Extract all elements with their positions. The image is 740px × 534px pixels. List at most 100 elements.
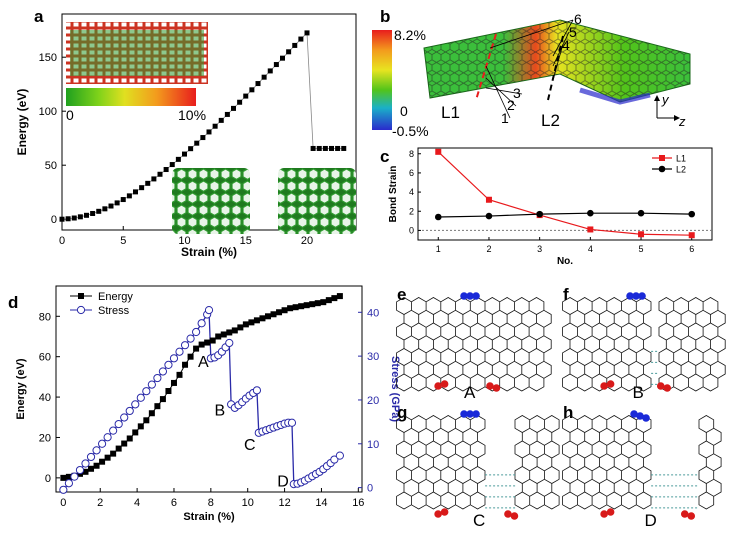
panel-a-data-point	[218, 117, 224, 123]
panel-c-x-tick-label: 5	[639, 244, 644, 254]
panel-d-energy-point	[281, 307, 288, 314]
panel-d-stress-point	[86, 452, 96, 462]
panel-a-data-point	[280, 55, 285, 61]
panel-c-legend-marker	[659, 155, 665, 161]
panel-d-energy-point	[309, 301, 316, 308]
panel-c-y-tick-label: 6	[409, 168, 414, 178]
red-atom-marker	[600, 510, 608, 518]
panel-a-data-point	[163, 167, 169, 173]
panel-a-data-point	[175, 156, 181, 162]
panel-d-stress-point	[330, 455, 339, 464]
red-atom-marker	[440, 508, 449, 516]
panel-d-y-tick-label: 80	[39, 311, 51, 323]
panel-d-stress-point	[125, 406, 134, 416]
panel-a-data-point	[261, 74, 267, 80]
panel-d-state-label: C	[244, 437, 256, 454]
nanotube-inset-left	[172, 168, 250, 234]
panel-b-colorbar-min: -0.5%	[392, 123, 429, 139]
panel-a-data-point	[310, 145, 316, 151]
structure-state-label-b: B	[632, 383, 643, 402]
panel-d-energy-point	[126, 435, 133, 442]
panel-c-point-l2	[587, 209, 594, 217]
panel-d-x-tick-label: 10	[242, 497, 254, 509]
panel-d-y2-tick-label: 10	[367, 439, 379, 451]
panel-d-x-tick-label: 6	[171, 497, 177, 509]
panel-a-colorbar	[66, 88, 196, 106]
panel-a-data-point	[84, 212, 89, 218]
panel-a-data-point	[231, 105, 236, 111]
panel-a-data-point	[102, 206, 108, 212]
panel-c-point-l1	[435, 148, 442, 155]
panel-d-y2-tick-label: 0	[367, 483, 373, 495]
panel-label-f: f	[563, 285, 569, 304]
panel-d-stress-point	[180, 341, 190, 350]
panel-c-x-tick-label: 1	[436, 244, 441, 254]
panel-a-data-point	[120, 197, 126, 203]
panel-d-energy-point	[270, 311, 277, 318]
panel-c-series-line-l1	[437, 151, 692, 236]
blue-atom-marker	[632, 292, 640, 300]
axis-indicator: y z	[654, 92, 686, 129]
panel-d-stress-point	[191, 327, 201, 337]
panel-d-energy-point	[159, 396, 166, 403]
panel-c-x-tick-label: 4	[588, 244, 593, 254]
panel-a-data-point	[273, 62, 279, 68]
panel-d-legend-label-stress: Stress	[98, 305, 130, 317]
red-atom-marker	[434, 382, 442, 390]
panel-a-data-point	[114, 200, 120, 206]
panel-d-stress-point	[120, 413, 129, 422]
panel-d-stress-point	[175, 347, 184, 356]
honeycomb-lattice	[396, 297, 552, 392]
panel-d-stress-point	[252, 386, 262, 395]
panel-a-insets: 0 10%	[66, 22, 356, 234]
panel-d-energy-point	[314, 300, 321, 307]
blue-atom-marker	[626, 292, 634, 300]
panel-a-data-point	[133, 189, 138, 195]
panel-d-stress-point	[64, 479, 74, 488]
structure-state-label-a: A	[464, 383, 476, 402]
panel-a-x-tick-label: 15	[240, 235, 252, 247]
panel-label-e: e	[397, 285, 406, 304]
panel-d-energy-point	[115, 445, 122, 452]
panel-d-x-tick-label: 4	[134, 497, 140, 509]
panel-d-stress-point	[225, 338, 234, 348]
panel-d-y2-axis-label: Stress (GPa)	[389, 356, 401, 422]
panel-a-data-point	[249, 87, 255, 93]
panel-d-x-tick-label: 16	[352, 497, 364, 509]
bond-label-1: 1	[501, 110, 509, 126]
panel-a-data-point	[335, 145, 341, 151]
panel-d-y2-tick-label: 40	[367, 307, 379, 319]
panel-a-data-point	[169, 162, 175, 168]
panel-d-x-tick-label: 0	[60, 497, 66, 509]
panel-label-d: d	[8, 293, 18, 312]
panel-a-data-point	[237, 99, 243, 105]
panel-d-energy-point	[121, 440, 128, 447]
panel-d-stress-point	[197, 319, 206, 328]
panel-a-y-tick-label: 150	[39, 52, 57, 64]
panel-e-h-structures: A B C D	[396, 292, 726, 530]
panel-d-y-axis-label: Energy (eV)	[15, 358, 27, 419]
panel-a-data-point	[59, 216, 65, 222]
red-atom-marker	[687, 512, 696, 520]
panel-a-data-point	[341, 145, 347, 151]
panel-d-y2-tick-label: 30	[367, 351, 379, 363]
panel-d-x-tick-label: 14	[315, 497, 327, 509]
panel-a-data-point	[151, 176, 157, 182]
panel-d-stress-point	[109, 426, 118, 435]
panel-d-stress-point	[169, 354, 179, 363]
panel-d-energy-point	[220, 331, 227, 338]
panel-d-state-label: D	[277, 474, 289, 491]
panel-a-data-point	[316, 145, 322, 151]
blue-atom-marker	[642, 414, 650, 422]
panel-d-stress-point	[131, 400, 140, 409]
structure-state-label-c: C	[473, 511, 485, 530]
panel-c-point-l2	[637, 209, 645, 217]
panel-d-stress-point	[204, 306, 214, 315]
panel-a-data-point	[194, 140, 200, 146]
panel-d-energy-point	[187, 353, 194, 360]
red-atom-marker	[440, 380, 449, 388]
red-atom-marker	[663, 384, 672, 392]
panel-d-y2-tick-label: 20	[367, 395, 379, 407]
